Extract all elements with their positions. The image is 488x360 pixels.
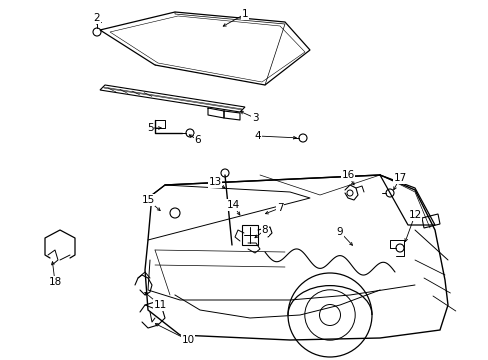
Text: 5: 5 [146, 123, 153, 133]
Text: 17: 17 [392, 173, 406, 183]
Text: 1: 1 [241, 9, 248, 19]
Text: 11: 11 [153, 300, 166, 310]
Text: 2: 2 [94, 13, 100, 23]
Text: 16: 16 [341, 170, 354, 180]
Text: 6: 6 [194, 135, 201, 145]
Text: 10: 10 [181, 335, 194, 345]
Text: 12: 12 [407, 210, 421, 220]
Text: 18: 18 [48, 277, 61, 287]
Text: 13: 13 [208, 177, 221, 187]
Text: 9: 9 [336, 227, 343, 237]
Text: 4: 4 [254, 131, 261, 141]
Text: 7: 7 [276, 203, 283, 213]
Text: 15: 15 [141, 195, 154, 205]
Text: 3: 3 [251, 113, 258, 123]
Text: 14: 14 [226, 200, 239, 210]
Text: 8: 8 [261, 225, 268, 235]
